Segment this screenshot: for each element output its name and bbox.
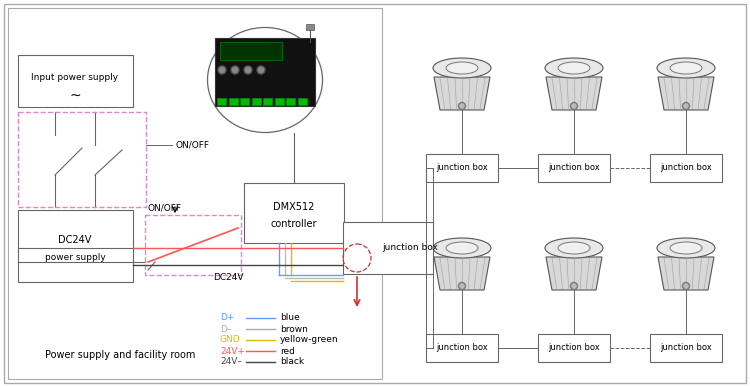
Bar xyxy=(306,24,314,30)
Bar xyxy=(650,334,722,362)
Bar xyxy=(538,154,610,182)
Text: black: black xyxy=(280,358,304,366)
Ellipse shape xyxy=(670,242,702,254)
Circle shape xyxy=(682,283,689,289)
Text: junction box: junction box xyxy=(660,344,712,353)
Bar xyxy=(274,98,284,105)
Text: GND: GND xyxy=(220,336,241,344)
Text: DC24V: DC24V xyxy=(58,235,92,245)
Text: DMX512: DMX512 xyxy=(273,202,315,212)
Bar xyxy=(426,334,498,362)
Text: ON/OFF: ON/OFF xyxy=(148,204,182,212)
Text: yellow-green: yellow-green xyxy=(280,336,339,344)
Bar xyxy=(650,154,722,182)
Bar xyxy=(251,98,260,105)
Circle shape xyxy=(244,66,252,74)
Circle shape xyxy=(458,283,466,289)
Ellipse shape xyxy=(433,238,491,258)
Bar xyxy=(538,334,610,362)
Ellipse shape xyxy=(208,27,322,132)
Bar xyxy=(240,98,249,105)
Text: D+: D+ xyxy=(220,313,234,322)
Bar xyxy=(426,154,498,182)
Text: 24V+: 24V+ xyxy=(220,346,245,356)
Ellipse shape xyxy=(446,242,478,254)
Text: red: red xyxy=(280,346,295,356)
Polygon shape xyxy=(658,77,714,110)
Bar xyxy=(229,98,238,105)
Text: junction box: junction box xyxy=(382,243,438,252)
Bar xyxy=(215,38,315,106)
Circle shape xyxy=(257,66,265,74)
Text: junction box: junction box xyxy=(548,163,600,173)
Text: junction box: junction box xyxy=(660,163,712,173)
Text: brown: brown xyxy=(280,325,308,334)
Text: DC24V: DC24V xyxy=(213,274,243,283)
Bar xyxy=(18,210,133,282)
Circle shape xyxy=(571,103,578,110)
Ellipse shape xyxy=(446,62,478,74)
Text: D–: D– xyxy=(220,325,231,334)
Bar xyxy=(244,183,344,243)
Bar xyxy=(343,222,433,274)
Ellipse shape xyxy=(545,58,603,78)
Bar xyxy=(145,215,241,275)
Text: junction box: junction box xyxy=(436,163,488,173)
Bar xyxy=(8,8,382,379)
Polygon shape xyxy=(434,77,490,110)
Ellipse shape xyxy=(670,62,702,74)
Ellipse shape xyxy=(433,58,491,78)
Text: ON/OFF: ON/OFF xyxy=(175,140,209,149)
Text: Input power supply: Input power supply xyxy=(32,74,118,82)
Polygon shape xyxy=(546,77,602,110)
Circle shape xyxy=(571,283,578,289)
Circle shape xyxy=(231,66,239,74)
Bar xyxy=(18,112,146,207)
Text: Power supply and facility room: Power supply and facility room xyxy=(45,350,195,360)
Circle shape xyxy=(218,66,226,74)
Text: junction box: junction box xyxy=(548,344,600,353)
Bar xyxy=(220,42,282,60)
Ellipse shape xyxy=(558,62,590,74)
Circle shape xyxy=(458,103,466,110)
Polygon shape xyxy=(658,257,714,290)
Text: junction box: junction box xyxy=(436,344,488,353)
Polygon shape xyxy=(434,257,490,290)
Bar xyxy=(298,98,307,105)
Bar xyxy=(217,98,226,105)
Ellipse shape xyxy=(545,238,603,258)
Circle shape xyxy=(682,103,689,110)
Ellipse shape xyxy=(657,238,715,258)
Text: controller: controller xyxy=(271,219,317,229)
Text: ~: ~ xyxy=(69,89,81,103)
Ellipse shape xyxy=(657,58,715,78)
Bar xyxy=(263,98,272,105)
Ellipse shape xyxy=(558,242,590,254)
Text: 24V–: 24V– xyxy=(220,358,242,366)
Text: blue: blue xyxy=(280,313,300,322)
Polygon shape xyxy=(546,257,602,290)
Bar xyxy=(18,55,133,107)
Text: power supply: power supply xyxy=(45,253,105,262)
Bar xyxy=(286,98,295,105)
